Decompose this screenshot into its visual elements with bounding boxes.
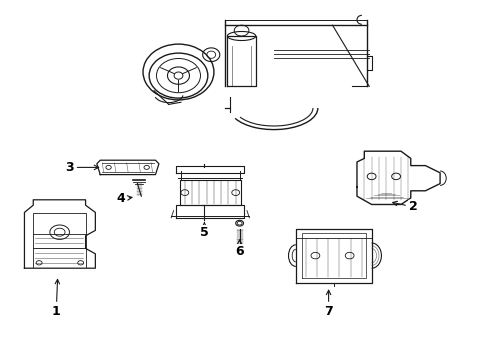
Text: 7: 7 [324, 290, 332, 318]
Text: 5: 5 [200, 222, 208, 239]
Text: 3: 3 [65, 161, 99, 174]
Text: 6: 6 [235, 240, 244, 258]
Text: 4: 4 [117, 192, 132, 205]
Text: 2: 2 [392, 201, 417, 213]
Text: 1: 1 [52, 279, 61, 318]
